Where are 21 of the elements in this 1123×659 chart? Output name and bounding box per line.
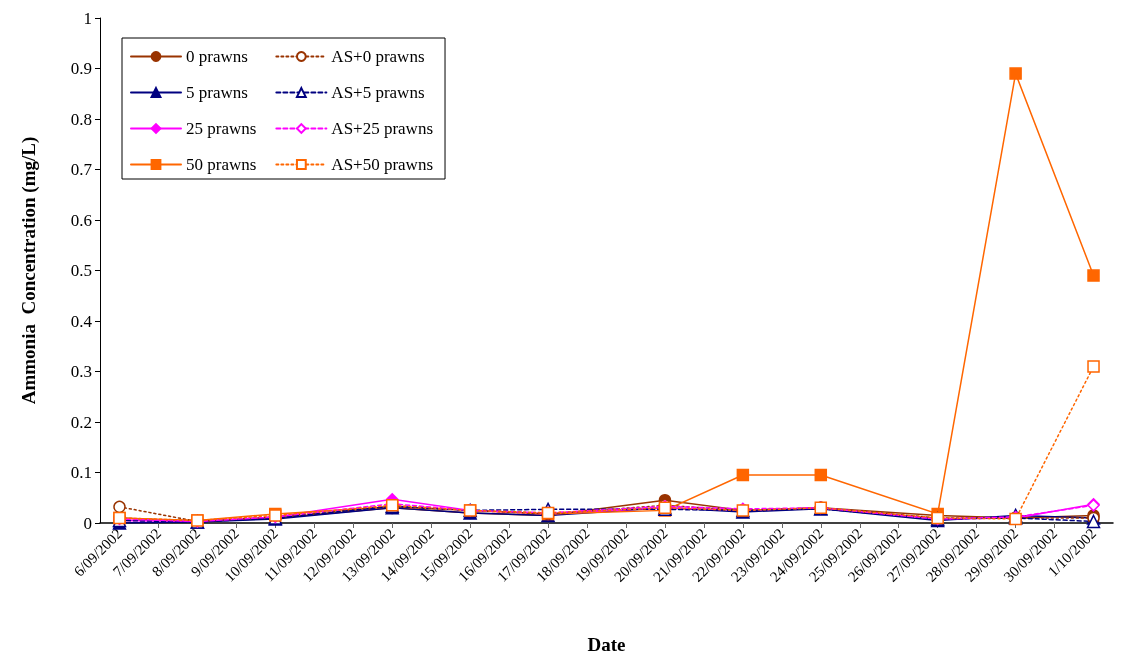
y-tick-label: 0.3 bbox=[70, 362, 92, 381]
x-axis-title: Date bbox=[587, 634, 626, 655]
legend-label: AS+5 prawns bbox=[331, 83, 425, 102]
y-tick-label: 1 bbox=[83, 8, 92, 28]
y-tick-label: 0.9 bbox=[70, 59, 92, 78]
y-tick-label: 0.5 bbox=[70, 261, 92, 280]
y-tick-label: 0.6 bbox=[70, 210, 92, 230]
y-axis-title: Ammonia Concentration (mg/L) bbox=[18, 136, 40, 405]
y-tick-label: 0.1 bbox=[70, 463, 92, 482]
legend-label: AS+0 prawns bbox=[331, 47, 425, 66]
y-tick-label: 0.8 bbox=[70, 109, 92, 129]
legend-label: 50 prawns bbox=[186, 155, 257, 174]
legend-label: AS+25 prawns bbox=[331, 119, 434, 138]
legend-label: 5 prawns bbox=[186, 83, 248, 102]
y-tick-label: 0.7 bbox=[70, 160, 93, 179]
y-tick-label: 0.4 bbox=[70, 311, 93, 331]
legend-label: AS+50 prawns bbox=[331, 155, 434, 174]
y-tick-label: 0.2 bbox=[70, 412, 92, 432]
y-tick-label: 0 bbox=[83, 513, 92, 533]
legend-label: 25 prawns bbox=[186, 119, 257, 138]
legend-label: 0 prawns bbox=[186, 47, 248, 66]
